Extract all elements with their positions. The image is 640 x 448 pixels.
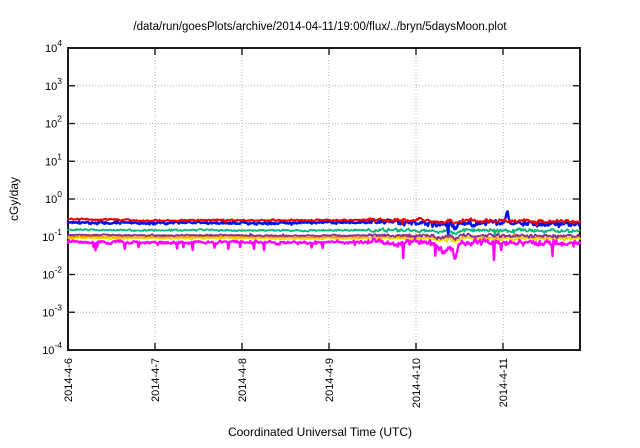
series-green-line: [67, 227, 581, 237]
x-tick-label: 2014-4-9: [324, 358, 336, 402]
y-tick-label: 104: [45, 38, 62, 55]
series-magenta-line: [66, 237, 582, 262]
y-tick-label: 102: [45, 114, 62, 131]
x-tick-label: 2014-4-8: [237, 358, 249, 402]
chart-title: /data/run/goesPlots/archive/2014-04-11/1…: [133, 21, 507, 33]
series-red-line: [67, 216, 581, 227]
y-tick-label: 10-2: [42, 265, 62, 282]
y-tick-label: 10-1: [42, 227, 62, 244]
series-purple-line: [67, 232, 581, 241]
x-tick-label: 2014-4-7: [150, 358, 162, 402]
y-tick-label: 103: [45, 76, 62, 93]
y-tick-label: 10-4: [42, 340, 62, 357]
x-axis-label: Coordinated Universal Time (UTC): [227, 425, 413, 439]
x-tick-label: 2014-4-6: [63, 358, 75, 402]
y-tick-label: 101: [45, 151, 62, 168]
series-yellow-line: [67, 234, 581, 243]
x-tick-label: 2014-4-10: [411, 358, 423, 408]
y-tick-label: 10-3: [42, 302, 62, 319]
x-tick-label: 2014-4-11: [498, 358, 510, 407]
y-tick-label: 100: [45, 189, 62, 206]
